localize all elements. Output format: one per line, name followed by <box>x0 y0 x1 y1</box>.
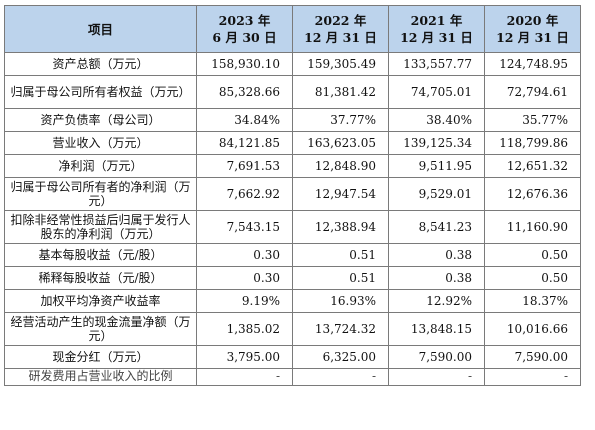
cell-value: 158,930.10 <box>196 52 293 76</box>
cell-value: 12,388.94 <box>292 210 389 244</box>
cell-value: 12,651.32 <box>484 154 581 178</box>
header-year: 2023 年 <box>218 13 271 28</box>
header-2023h1: 2023 年 6 月 30 日 <box>196 5 293 53</box>
cell-value: 85,328.66 <box>196 75 293 109</box>
cell-value: 10,016.66 <box>484 312 581 346</box>
cell-value: 1,385.02 <box>196 312 293 346</box>
row-label: 现金分红（万元） <box>4 345 197 369</box>
table-row-parent-equity: 归属于母公司所有者权益（万元） 85,328.66 81,381.42 74,7… <box>4 75 581 109</box>
cell-value: 35.77% <box>484 108 581 132</box>
row-label: 归属于母公司所有者权益（万元） <box>4 75 197 109</box>
cell-value: 38.40% <box>388 108 485 132</box>
table-row-revenue: 营业收入（万元） 84,121.85 163,623.05 139,125.34… <box>4 131 581 155</box>
cell-value: 72,794.61 <box>484 75 581 109</box>
header-year: 2020 年 <box>506 13 559 28</box>
cell-value: 163,623.05 <box>292 131 389 155</box>
cell-value: 0.30 <box>196 266 293 290</box>
header-year: 2021 年 <box>410 13 463 28</box>
cell-value: 6,325.00 <box>292 345 389 369</box>
cell-value: 0.51 <box>292 243 389 267</box>
cell-value: 7,691.53 <box>196 154 293 178</box>
cell-value: 7,662.92 <box>196 177 293 211</box>
cell-value: 8,541.23 <box>388 210 485 244</box>
header-row: 项目 2023 年 6 月 30 日 2022 年 12 月 31 日 2021… <box>4 5 581 53</box>
header-year: 2022 年 <box>314 13 367 28</box>
cell-value: 0.50 <box>484 266 581 290</box>
cell-value: 3,795.00 <box>196 345 293 369</box>
header-2022: 2022 年 12 月 31 日 <box>292 5 389 53</box>
header-item: 项目 <box>4 5 197 53</box>
cell-value: 118,799.86 <box>484 131 581 155</box>
cell-value: 7,543.15 <box>196 210 293 244</box>
header-date: 12 月 31 日 <box>304 30 377 45</box>
cell-value: 7,590.00 <box>484 345 581 369</box>
table-row-roe: 加权平均净资产收益率 9.19% 16.93% 12.92% 18.37% <box>4 289 581 313</box>
row-label: 资产总额（万元） <box>4 52 197 76</box>
cell-value: 74,705.01 <box>388 75 485 109</box>
cell-value: 81,381.42 <box>292 75 389 109</box>
header-date: 12 月 31 日 <box>496 30 569 45</box>
row-label: 研发费用占营业收入的比例 <box>4 368 197 386</box>
table-row-net-profit: 净利润（万元） 7,691.53 12,848.90 9,511.95 12,6… <box>4 154 581 178</box>
row-label: 归属于母公司所有者的净利润（万元） <box>4 177 197 211</box>
cell-value: 84,121.85 <box>196 131 293 155</box>
row-label: 基本每股收益（元/股） <box>4 243 197 267</box>
cell-value: 18.37% <box>484 289 581 313</box>
cell-value: 34.84% <box>196 108 293 132</box>
cell-value: 0.51 <box>292 266 389 290</box>
cell-value: 12,676.36 <box>484 177 581 211</box>
cell-value: 12,848.90 <box>292 154 389 178</box>
cell-value: 159,305.49 <box>292 52 389 76</box>
table-row-debt-ratio: 资产负债率（母公司） 34.84% 37.77% 38.40% 35.77% <box>4 108 581 132</box>
table-row-diluted-eps: 稀释每股收益（元/股） 0.30 0.51 0.38 0.50 <box>4 266 581 290</box>
cell-value: - <box>484 368 581 386</box>
header-date: 6 月 30 日 <box>212 30 277 45</box>
cell-value: 13,724.32 <box>292 312 389 346</box>
table-row-rd-ratio: 研发费用占营业收入的比例 - - - - <box>4 368 581 386</box>
row-label: 净利润（万元） <box>4 154 197 178</box>
cell-value: 12,947.54 <box>292 177 389 211</box>
header-2020: 2020 年 12 月 31 日 <box>484 5 581 53</box>
row-label: 加权平均净资产收益率 <box>4 289 197 313</box>
row-label: 经营活动产生的现金流量净额（万元） <box>4 312 197 346</box>
cell-value: 37.77% <box>292 108 389 132</box>
cell-value: 9,511.95 <box>388 154 485 178</box>
cell-value: 11,160.90 <box>484 210 581 244</box>
cell-value: 0.50 <box>484 243 581 267</box>
cell-value: 12.92% <box>388 289 485 313</box>
cell-value: 139,125.34 <box>388 131 485 155</box>
row-label: 稀释每股收益（元/股） <box>4 266 197 290</box>
cell-value: 9.19% <box>196 289 293 313</box>
cell-value: 7,590.00 <box>388 345 485 369</box>
table-row-basic-eps: 基本每股收益（元/股） 0.30 0.51 0.38 0.50 <box>4 243 581 267</box>
cell-value: 16.93% <box>292 289 389 313</box>
table-row-cash-dividend: 现金分红（万元） 3,795.00 6,325.00 7,590.00 7,59… <box>4 345 581 369</box>
cell-value: - <box>388 368 485 386</box>
row-label: 扣除非经常性损益后归属于发行人股东的净利润（万元） <box>4 210 197 244</box>
cell-value: 133,557.77 <box>388 52 485 76</box>
table-row-total-assets: 资产总额（万元） 158,930.10 159,305.49 133,557.7… <box>4 52 581 76</box>
cell-value: 0.30 <box>196 243 293 267</box>
cell-value: - <box>196 368 293 386</box>
cell-value: - <box>292 368 389 386</box>
row-label: 营业收入（万元） <box>4 131 197 155</box>
cell-value: 13,848.15 <box>388 312 485 346</box>
cell-value: 9,529.01 <box>388 177 485 211</box>
cell-value: 124,748.95 <box>484 52 581 76</box>
table-row-adjusted-net-profit: 扣除非经常性损益后归属于发行人股东的净利润（万元） 7,543.15 12,38… <box>4 210 581 244</box>
table-row-parent-net-profit: 归属于母公司所有者的净利润（万元） 7,662.92 12,947.54 9,5… <box>4 177 581 211</box>
header-date: 12 月 31 日 <box>400 30 473 45</box>
cell-value: 0.38 <box>388 243 485 267</box>
header-item-label: 项目 <box>87 21 113 37</box>
financial-data-table: 项目 2023 年 6 月 30 日 2022 年 12 月 31 日 2021… <box>4 5 581 386</box>
header-2021: 2021 年 12 月 31 日 <box>388 5 485 53</box>
row-label: 资产负债率（母公司） <box>4 108 197 132</box>
table-row-operating-cash-flow: 经营活动产生的现金流量净额（万元） 1,385.02 13,724.32 13,… <box>4 312 581 346</box>
cell-value: 0.38 <box>388 266 485 290</box>
